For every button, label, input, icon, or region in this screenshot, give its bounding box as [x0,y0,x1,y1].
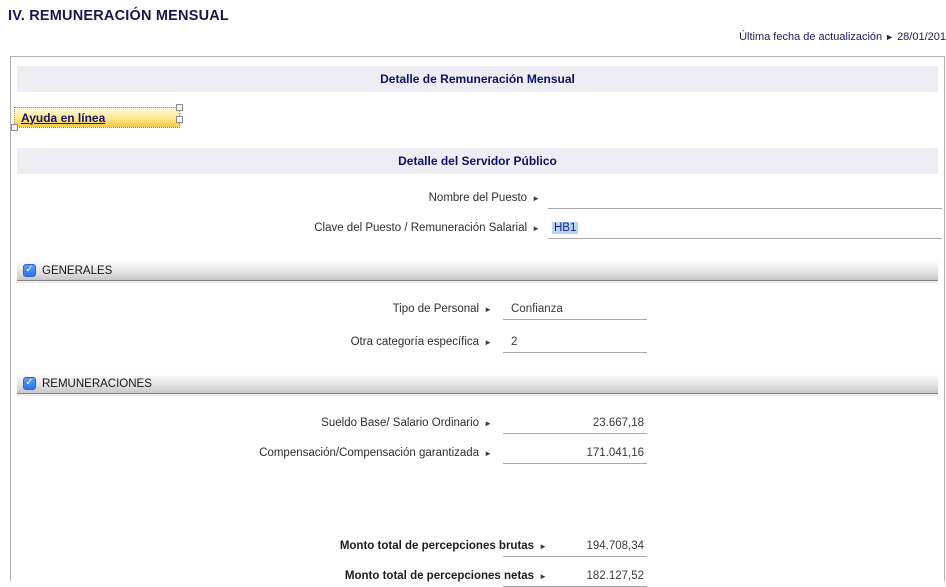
otra-categoria-field[interactable]: 2 [503,331,647,353]
remuneraciones-label: REMUNERACIONES [42,377,152,390]
remuneracion-panel: Detalle de Remuneración Mensual Ayuda en… [10,56,945,587]
panel-header-label: Detalle de Remuneración Mensual [380,72,575,86]
last-update-label: Última fecha de actualización [739,31,883,43]
compensacion-value: 171.041,16 [586,446,644,459]
selection-handle-icon[interactable] [176,116,183,123]
nombre-puesto-field[interactable] [548,187,942,209]
selection-handle-icon[interactable] [11,124,18,131]
compensacion-field[interactable]: 171.041,16 [503,442,647,464]
section-header-servidor-publico: Detalle del Servidor Público [17,148,938,174]
otra-categoria-value: 2 [511,335,518,348]
section-bar-generales: ✓ GENERALES [17,261,938,281]
arrow-right-icon: ► [539,541,547,551]
arrow-right-icon: ► [484,448,492,458]
clave-puesto-field[interactable]: HB1 [548,217,942,239]
checkbox-generales[interactable]: ✓ [23,264,36,277]
sueldo-base-label-text: Sueldo Base/ Salario Ordinario [321,417,480,429]
section-bar-remuneraciones: ✓ REMUNERACIONES [17,374,938,394]
sueldo-base-label: Sueldo Base/ Salario Ordinario ► [11,412,492,434]
last-update-line: Última fecha de actualización ► 28/01/201 [739,31,946,43]
selection-handle-icon[interactable] [176,104,183,111]
monto-brutas-field[interactable]: 194.708,34 [503,535,647,557]
servidor-header-label: Detalle del Servidor Público [398,154,557,168]
last-update-value: 28/01/201 [897,31,946,43]
arrow-right-icon: ► [539,571,547,581]
tipo-personal-value: Confianza [511,302,563,315]
otra-categoria-label-text: Otra categoría específica [350,336,480,348]
panel-header-detalle-remuneracion: Detalle de Remuneración Mensual [17,66,938,92]
sueldo-base-field[interactable]: 23.667,18 [503,412,647,434]
clave-puesto-label: Clave del Puesto / Remuneración Salarial… [11,217,540,239]
otra-categoria-label: Otra categoría específica ► [11,331,492,353]
monto-brutas-label: Monto total de percepciones brutas ► [11,535,547,557]
clave-puesto-value: HB1 [552,221,579,234]
tipo-personal-field[interactable]: Confianza [503,298,647,320]
monto-netas-value: 182.127,52 [586,569,644,582]
monto-netas-field[interactable]: 182.127,52 [503,565,647,587]
monto-brutas-label-text: Monto total de percepciones brutas [339,540,535,552]
generales-label: GENERALES [42,264,113,277]
arrow-right-icon: ► [532,223,540,233]
help-online-link[interactable]: Ayuda en línea [11,104,183,131]
arrow-right-icon: ► [484,337,492,347]
checkbox-remuneraciones[interactable]: ✓ [23,377,36,390]
arrow-right-icon: ► [484,418,492,428]
checkmark-icon: ✓ [25,264,34,275]
arrow-right-icon: ► [885,32,895,42]
tipo-personal-label-text: Tipo de Personal [392,303,480,315]
arrow-right-icon: ► [532,193,540,203]
page-title: IV. REMUNERACIÓN MENSUAL [8,8,229,24]
compensacion-label-text: Compensación/Compensación garantizada [259,447,480,459]
monto-netas-label: Monto total de percepciones netas ► [11,565,547,587]
arrow-right-icon: ► [484,304,492,314]
tipo-personal-label: Tipo de Personal ► [11,298,492,320]
monto-brutas-value: 194.708,34 [586,539,644,552]
clave-puesto-label-text: Clave del Puesto / Remuneración Salarial [314,222,528,234]
nombre-puesto-label-text: Nombre del Puesto [428,192,528,204]
compensacion-label: Compensación/Compensación garantizada ► [11,442,492,464]
help-online-label: Ayuda en línea [21,110,106,125]
nombre-puesto-label: Nombre del Puesto ► [11,187,540,209]
sueldo-base-value: 23.667,18 [592,416,644,429]
checkmark-icon: ✓ [25,377,34,388]
monto-netas-label-text: Monto total de percepciones netas [344,570,535,582]
